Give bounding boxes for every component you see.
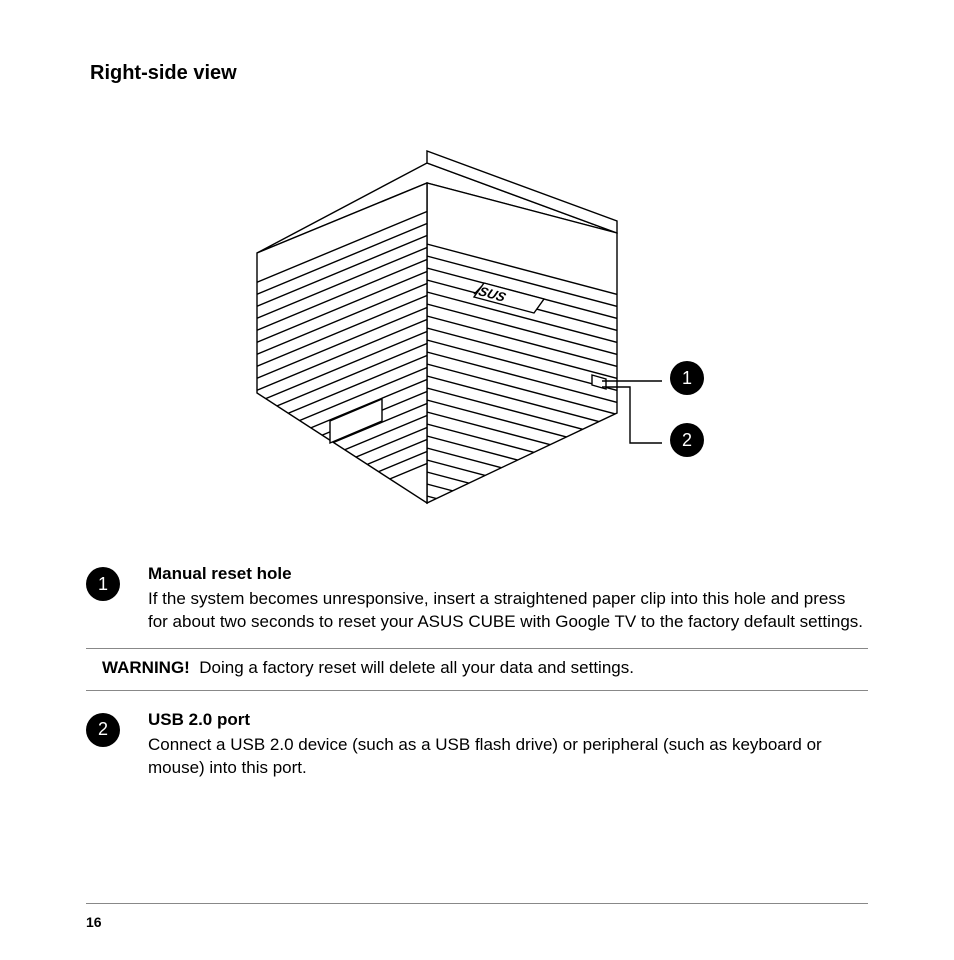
- divider: [86, 648, 868, 649]
- warning-label: WARNING!: [102, 658, 190, 677]
- item-body: If the system becomes unresponsive, inse…: [148, 589, 863, 631]
- callout-badge-2: 2: [670, 423, 704, 457]
- item-badge-2: 2: [86, 713, 120, 747]
- description-list: 1 Manual reset hole If the system become…: [86, 563, 868, 780]
- figure-container: /SUS 1 2: [86, 103, 868, 523]
- description-item: 1 Manual reset hole If the system become…: [86, 563, 868, 634]
- item-title: Manual reset hole: [148, 563, 868, 586]
- callout-label: 2: [682, 430, 692, 451]
- warning-note: WARNING! Doing a factory reset will dele…: [102, 657, 852, 680]
- manual-page: Right-side view: [0, 0, 954, 960]
- item-body: Connect a USB 2.0 device (such as a USB …: [148, 735, 822, 777]
- page-number: 16: [86, 914, 102, 930]
- callout-label: 1: [682, 368, 692, 389]
- badge-label: 1: [98, 574, 108, 595]
- footer-rule: [86, 903, 868, 904]
- item-title: USB 2.0 port: [148, 709, 868, 732]
- item-text: USB 2.0 port Connect a USB 2.0 device (s…: [148, 709, 868, 780]
- warning-text: Doing a factory reset will delete all yo…: [199, 658, 634, 677]
- divider: [86, 690, 868, 691]
- badge-label: 2: [98, 719, 108, 740]
- item-badge-1: 1: [86, 567, 120, 601]
- cube-illustration: /SUS: [222, 103, 732, 523]
- section-title: Right-side view: [90, 62, 868, 85]
- description-item: 2 USB 2.0 port Connect a USB 2.0 device …: [86, 709, 868, 780]
- device-diagram: /SUS 1 2: [222, 103, 732, 523]
- item-text: Manual reset hole If the system becomes …: [148, 563, 868, 634]
- callout-badge-1: 1: [670, 361, 704, 395]
